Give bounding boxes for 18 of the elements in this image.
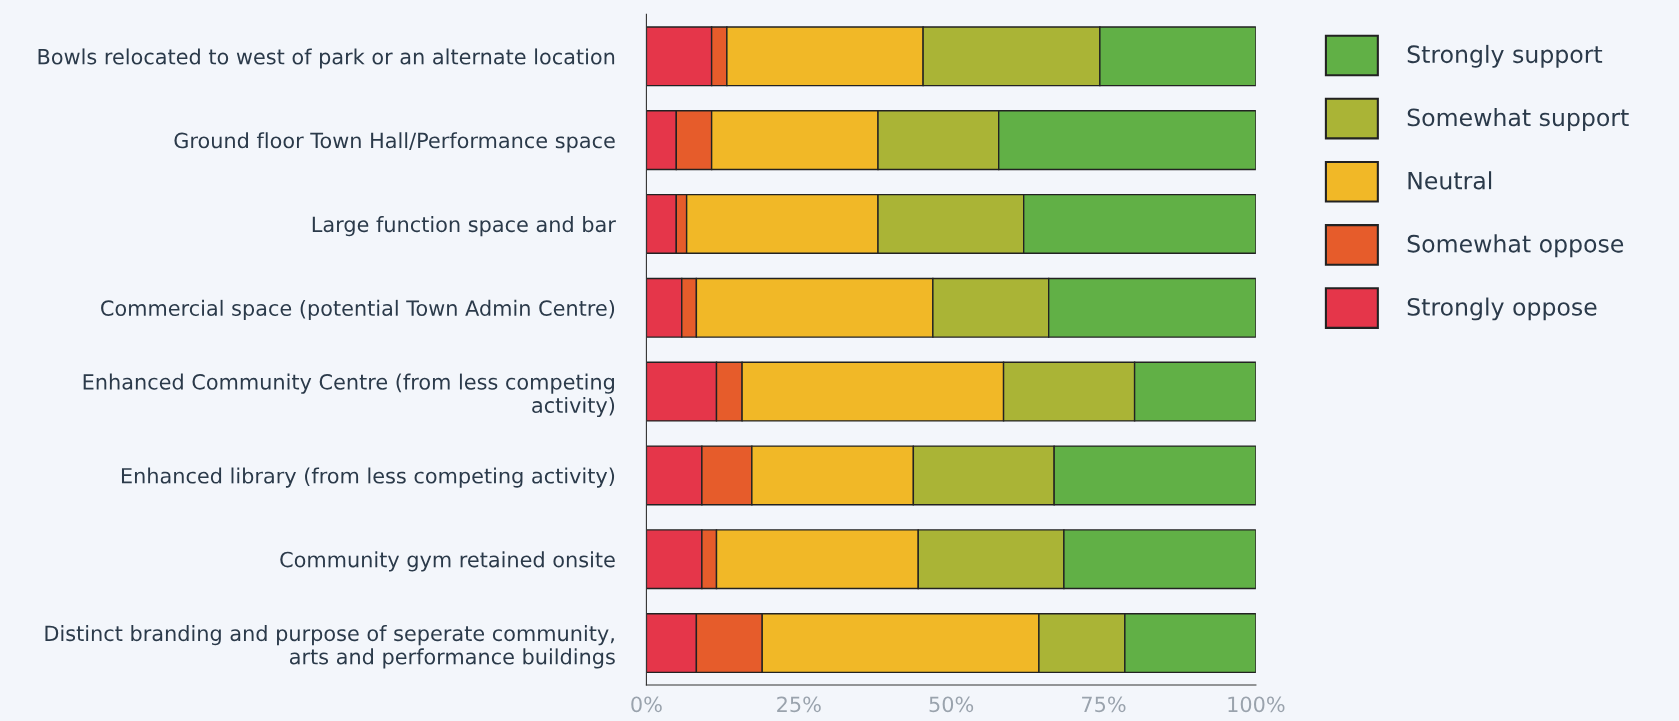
y-tick-label: Ground floor Town Hall/Performance space <box>174 132 615 153</box>
legend-label: Strongly support <box>1407 44 1603 68</box>
y-tick-label: Distinct branding and purpose of seperate community, arts and performance buildings <box>45 625 615 669</box>
x-tick-label: 75% <box>1082 696 1126 713</box>
y-tick-label: Community gym retained onsite <box>280 551 615 572</box>
legend-label: Somewhat support <box>1407 108 1629 131</box>
legend-label: Neutral <box>1408 171 1492 190</box>
legend-label: Somewhat oppose <box>1407 234 1624 258</box>
x-tick-label: 50% <box>929 696 974 713</box>
x-tick-label: 0% <box>631 696 662 713</box>
x-tick-label: 100% <box>1228 696 1285 713</box>
y-tick-label: Enhanced library (from less competing activity) <box>121 467 615 488</box>
y-tick-label: Large function space and bar <box>312 216 616 237</box>
y-tick-label: Enhanced Community Centre (from less competing activity) <box>83 373 615 418</box>
y-tick-label: Commercial space (potential Town Admin Centre) <box>101 299 615 321</box>
y-tick-label: Bowls relocated to west of park or an alternate location <box>38 48 615 69</box>
x-tick-label: 25% <box>777 696 821 713</box>
legend-label: Strongly oppose <box>1407 297 1597 321</box>
